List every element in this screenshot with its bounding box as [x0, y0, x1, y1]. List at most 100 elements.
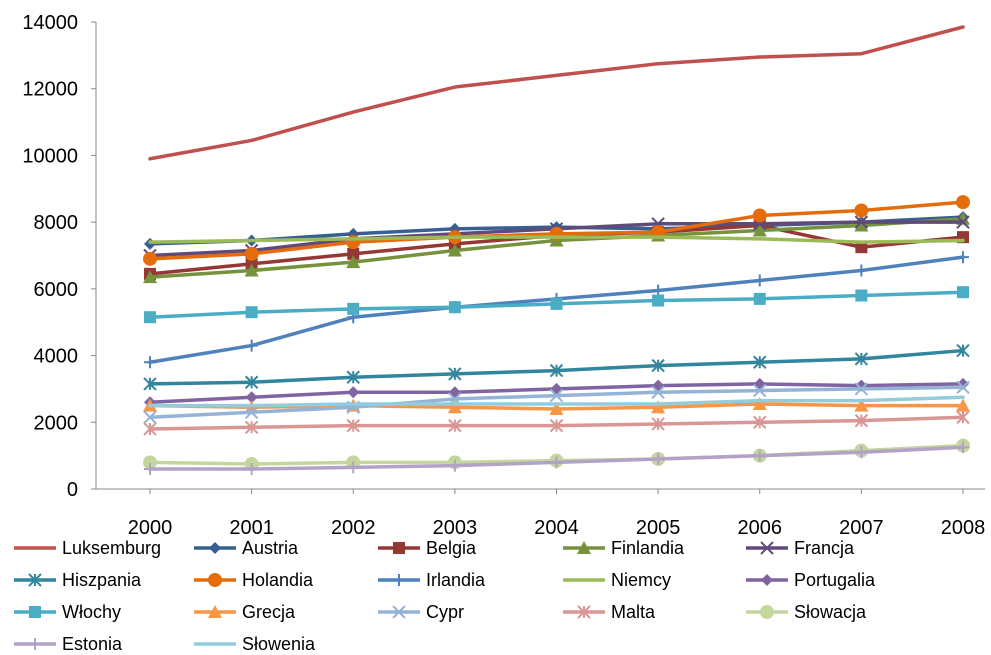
data-point — [961, 25, 965, 29]
data-point — [143, 270, 157, 284]
data-point — [855, 446, 868, 459]
data-point — [752, 208, 767, 223]
data-point — [448, 418, 462, 433]
data-point — [351, 402, 355, 406]
legend-item: Luksemburg — [14, 538, 161, 558]
data-point — [244, 246, 259, 261]
x-tick-label: 2007 — [839, 517, 884, 539]
data-point — [351, 110, 355, 114]
data-point — [652, 294, 665, 307]
data-point — [956, 195, 970, 210]
legend-item: Grecja — [194, 602, 296, 622]
data-point — [143, 410, 157, 424]
legend-item: Niemcy — [563, 570, 671, 590]
data-point — [250, 138, 254, 142]
series-10 — [144, 286, 969, 324]
data-point — [549, 401, 564, 415]
legend-marker — [208, 605, 222, 618]
data-point — [957, 251, 969, 264]
data-point — [859, 399, 863, 403]
data-point — [753, 449, 766, 462]
data-point — [651, 417, 665, 431]
y-tick-label: 6000 — [34, 279, 79, 301]
data-point — [549, 363, 564, 378]
data-point — [656, 402, 660, 406]
legend-label: Luksemburg — [62, 538, 161, 558]
data-point — [758, 237, 762, 241]
data-point — [448, 367, 462, 381]
data-point — [447, 243, 462, 257]
legend-label: Austria — [242, 538, 299, 558]
series-6 — [143, 195, 970, 266]
data-point — [144, 462, 156, 475]
data-point — [245, 391, 258, 404]
series-line — [148, 25, 965, 161]
x-tick-label: 2002 — [331, 517, 376, 539]
x-axis-ticks: 2000 2001 2002 2003 2004 2005 2006 2007 2008 — [128, 489, 985, 539]
data-point — [957, 286, 969, 299]
data-point — [555, 402, 558, 406]
legend-marker — [393, 542, 405, 554]
legend-item: Belgia — [378, 538, 477, 558]
legend-item: Słowacja — [746, 602, 867, 622]
data-point — [956, 398, 970, 412]
data-point — [347, 461, 360, 474]
data-point — [245, 462, 258, 475]
data-point — [652, 452, 665, 465]
data-point — [453, 235, 457, 239]
x-tick-label: 2003 — [433, 517, 478, 539]
x-tick-label: 2000 — [128, 517, 173, 539]
data-point — [550, 456, 563, 469]
data-point — [855, 241, 868, 254]
data-point — [351, 237, 355, 241]
legend-marker — [760, 605, 774, 619]
data-point — [244, 263, 259, 277]
legend-label: Niemcy — [611, 570, 671, 590]
data-point — [651, 358, 665, 373]
data-point — [656, 62, 660, 66]
legend-item: Cypr — [378, 602, 464, 622]
x-tick-label: 2005 — [636, 517, 681, 539]
data-point — [143, 455, 157, 470]
legend-marker — [28, 573, 42, 587]
data-point — [346, 370, 360, 384]
data-point — [143, 251, 157, 266]
legend-item: Słowenia — [194, 634, 316, 654]
data-point — [753, 274, 766, 287]
legend-label: Irlandia — [426, 570, 486, 590]
series-13 — [143, 410, 970, 436]
legend-item: Hiszpania — [14, 570, 142, 590]
data-point — [550, 382, 563, 395]
legend-item: Finlandia — [563, 538, 685, 558]
data-point — [245, 306, 258, 319]
data-point — [656, 235, 660, 239]
data-point — [957, 441, 969, 454]
data-point — [753, 383, 767, 398]
data-point — [244, 420, 259, 434]
data-point — [752, 223, 767, 237]
x-tick-label: 2006 — [738, 517, 783, 539]
data-point — [144, 311, 156, 324]
legend-marker — [209, 542, 221, 554]
data-point — [854, 413, 869, 428]
data-point — [250, 238, 254, 242]
data-point — [956, 380, 970, 394]
legend-label: Estonia — [62, 634, 123, 654]
data-point — [854, 382, 869, 396]
series-15 — [144, 441, 969, 475]
data-point — [148, 404, 152, 408]
legend-label: Belgia — [426, 538, 477, 558]
legend-label: Finlandia — [611, 538, 685, 558]
legend-item: Francja — [746, 538, 855, 558]
data-point — [758, 399, 762, 403]
data-point — [346, 255, 361, 269]
data-point — [347, 386, 360, 399]
series-0 — [148, 25, 965, 161]
legend-marker — [29, 638, 41, 650]
legend-label: Hiszpania — [62, 570, 142, 590]
data-point — [859, 52, 863, 56]
data-point — [448, 459, 461, 472]
data-point — [859, 240, 863, 244]
y-axis-ticks: 0 2000 4000 6000 8000 10000 12000 14000 — [22, 12, 96, 501]
data-point — [148, 240, 152, 244]
